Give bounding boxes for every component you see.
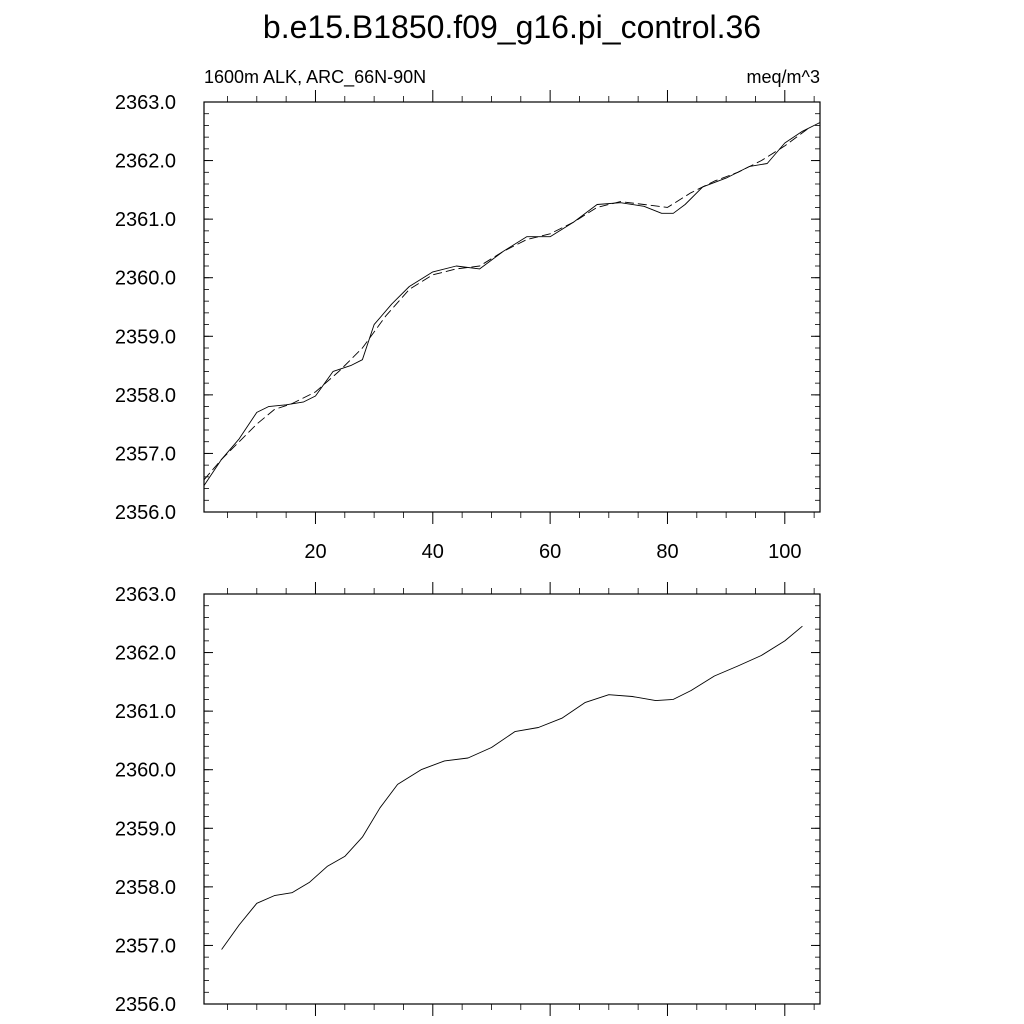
bottom-series [221, 625, 803, 950]
bottom-ytick-label: 2360.0 [115, 760, 176, 782]
top-ytick-label: 2358.0 [115, 385, 176, 407]
top-xtick-label: 20 [304, 541, 326, 563]
top-axes: 2356.0 2357.0 2358.0 2359.0 2360.0 2361.0 2362… [115, 90, 821, 563]
top-xtick-label: 60 [539, 541, 561, 563]
top-ytick-label: 2359.0 [115, 326, 176, 348]
bottom-series-solid-line [221, 625, 803, 950]
bottom-ytick-label: 2356.0 [115, 994, 176, 1016]
top-ytick-label: 2356.0 [115, 502, 176, 524]
bottom-ytick-label: 2358.0 [115, 877, 176, 899]
top-plot-frame [203, 101, 821, 513]
top-ytick-label: 2363.0 [115, 92, 176, 114]
bottom-ytick-label: 2357.0 [115, 935, 176, 957]
top-ytick-label: 2360.0 [115, 268, 176, 290]
figure-title: b.e15.B1850.f09_g16.pi_control.36 [263, 9, 761, 45]
bottom-plot-frame [203, 593, 821, 1005]
bottom-ytick-label: 2361.0 [115, 701, 176, 723]
top-ytick-label: 2362.0 [115, 151, 176, 173]
bottom-ytick-label: 2362.0 [115, 643, 176, 665]
bottom-ytick-label: 2363.0 [115, 584, 176, 606]
top-xtick-label: 100 [768, 541, 801, 563]
bottom-panel: 2356.0 2357.0 2358.0 2359.0 2360.0 2361.0 2362… [115, 582, 821, 1016]
top-xtick-label: 40 [422, 541, 444, 563]
top-panel-right-label: meq/m^3 [747, 67, 820, 87]
top-xtick-label: 80 [656, 541, 678, 563]
bottom-ytick-label: 2359.0 [115, 818, 176, 840]
top-panel-left-label: 1600m ALK, ARC_66N-90N [204, 67, 426, 88]
top-panel: 1600m ALK, ARC_66N-90N meq/m^3 2356.0235… [115, 67, 821, 563]
top-series-dashed-line [203, 128, 809, 481]
top-series-solid-line [203, 122, 821, 486]
bottom-axes: 2356.0 2357.0 2358.0 2359.0 2360.0 2361.0 2362… [115, 582, 821, 1016]
top-ytick-label: 2361.0 [115, 209, 176, 231]
top-ytick-label: 2357.0 [115, 443, 176, 465]
top-series [203, 122, 821, 486]
